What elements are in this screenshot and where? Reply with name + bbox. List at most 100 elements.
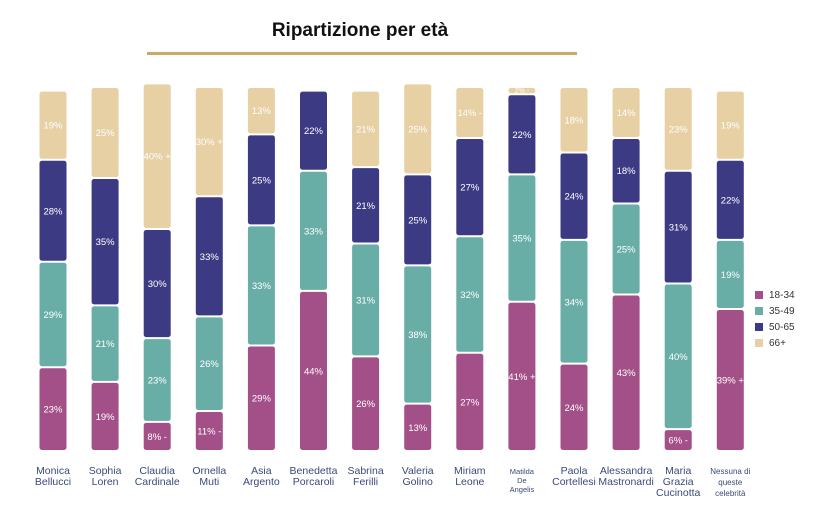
- data-label: 29%: [43, 310, 63, 321]
- bar-segment: [247, 135, 275, 225]
- bar-segment: [91, 306, 119, 381]
- legend-swatch-50-65: [755, 323, 763, 331]
- legend-item-35-49: 35-49: [755, 303, 795, 319]
- data-label: 14%: [617, 108, 637, 119]
- bar-segment: [560, 153, 588, 239]
- data-label: 40% +: [144, 152, 172, 163]
- bar-segment: [143, 339, 171, 421]
- bar-segment: [404, 84, 432, 174]
- data-label: 19%: [43, 121, 63, 132]
- data-label: 22%: [512, 130, 532, 141]
- legend-label-50-65: 50-65: [769, 321, 795, 333]
- bar-segment: [195, 317, 223, 410]
- category-label: Monica Bellucci: [35, 465, 71, 488]
- legend-swatch-18-34: [755, 291, 763, 299]
- data-label: 25%: [408, 215, 428, 226]
- bar-segment: [612, 88, 640, 137]
- bar-segment: [612, 295, 640, 450]
- category-label: Claudia Cardinale: [135, 465, 180, 488]
- data-label: 19%: [721, 270, 741, 281]
- title-underline: [147, 52, 577, 55]
- data-label: 11% -: [197, 426, 221, 437]
- data-label: 30% +: [196, 137, 224, 148]
- data-label: 40%: [669, 352, 689, 363]
- data-label: 2% -: [515, 88, 530, 95]
- bar-segment: [404, 266, 432, 403]
- legend-item-18-34: 18-34: [755, 287, 795, 303]
- bar-segment: [352, 244, 380, 356]
- data-label: 33%: [200, 252, 220, 263]
- data-label: 19%: [96, 412, 116, 423]
- data-label: 22%: [721, 195, 741, 206]
- data-label: 21%: [356, 124, 376, 135]
- bar-segment: [39, 262, 67, 367]
- bar-segment: [39, 368, 67, 450]
- category-label: Asia Argento: [243, 465, 280, 488]
- bar-segment: [39, 160, 67, 261]
- legend-label-18-34: 18-34: [769, 289, 795, 301]
- bar-segment: [352, 91, 380, 167]
- category-label: Alessandra Mastronardi: [598, 465, 653, 488]
- bar-segment: [456, 353, 484, 450]
- bar-segment: [560, 364, 588, 450]
- data-label: 32%: [460, 290, 480, 301]
- bar-segment: [508, 95, 536, 174]
- data-label: 18%: [564, 115, 584, 126]
- legend-label-35-49: 35-49: [769, 305, 795, 317]
- data-label: 35%: [512, 234, 532, 245]
- bar-segment: [612, 138, 640, 203]
- data-label: 25%: [408, 124, 428, 135]
- bar-segment: [39, 91, 67, 159]
- data-label: 21%: [356, 201, 376, 212]
- bar-segment: [247, 226, 275, 345]
- bar-segment: [664, 88, 692, 170]
- data-label: 23%: [148, 376, 168, 387]
- bar-segment: [195, 88, 223, 196]
- data-label: 25%: [252, 175, 272, 186]
- bar-segment: [508, 88, 536, 94]
- bar-segment: [508, 302, 536, 450]
- category-label: Sophia Loren: [89, 465, 122, 488]
- data-label: 23%: [669, 124, 689, 135]
- data-label: 23%: [43, 405, 63, 416]
- bar-segment: [404, 404, 432, 450]
- bar-segment: [195, 411, 223, 450]
- legend-item-50-65: 50-65: [755, 319, 795, 335]
- legend-swatch-66-plus: [755, 339, 763, 347]
- legend-label-66-plus: 66+: [769, 337, 786, 349]
- data-label: 18%: [617, 166, 637, 177]
- bar-segment: [716, 310, 744, 450]
- bar-segment: [664, 171, 692, 283]
- bar-segment: [456, 237, 484, 352]
- bar-segment: [91, 382, 119, 450]
- bar-segment: [195, 197, 223, 316]
- bar-segment: [560, 88, 588, 152]
- category-label: Sabrina Ferilli: [347, 465, 383, 488]
- data-label: 33%: [304, 226, 324, 237]
- data-label: 19%: [721, 121, 741, 132]
- data-label: 26%: [200, 359, 220, 370]
- bar-segment: [716, 91, 744, 159]
- category-label: Matilda De Angelis: [510, 467, 535, 494]
- bar-segment: [143, 229, 171, 338]
- bar-segment: [300, 291, 327, 450]
- data-label: 24%: [564, 192, 584, 203]
- bar-segment: [612, 204, 640, 294]
- bar-segment: [716, 240, 744, 309]
- data-label: 21%: [96, 339, 116, 350]
- data-label: 8% -: [147, 432, 167, 443]
- data-label: 38%: [408, 330, 428, 341]
- bar-segment: [456, 88, 484, 137]
- bar-segment: [91, 179, 119, 305]
- data-label: 22%: [304, 126, 324, 137]
- legend: 18-34 35-49 50-65 66+: [755, 287, 795, 351]
- category-label: Nessuna di queste celebrità: [710, 467, 750, 498]
- data-label: 14% -: [457, 108, 482, 119]
- bar-segment: [404, 175, 432, 265]
- data-label: 30%: [148, 279, 168, 290]
- legend-swatch-35-49: [755, 307, 763, 315]
- bar-segment: [664, 284, 692, 429]
- data-label: 41% +: [508, 372, 536, 383]
- bar-segment: [143, 422, 171, 450]
- data-label: 31%: [669, 223, 689, 234]
